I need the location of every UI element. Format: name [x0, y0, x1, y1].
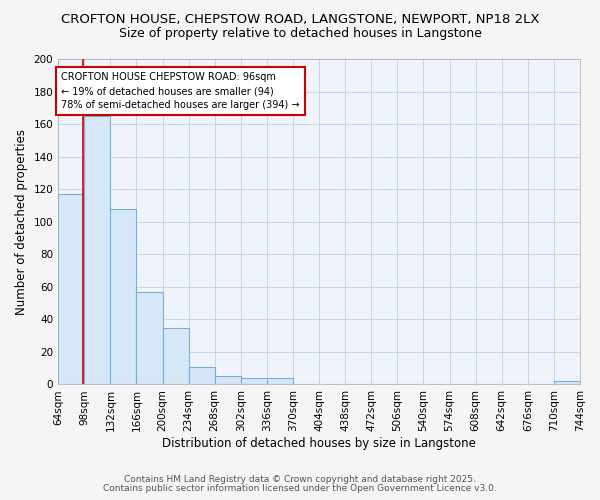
Bar: [188, 366, 215, 384]
Bar: [215, 376, 241, 384]
Text: Contains HM Land Registry data © Crown copyright and database right 2025.: Contains HM Land Registry data © Crown c…: [124, 475, 476, 484]
Text: CROFTON HOUSE CHEPSTOW ROAD: 96sqm
← 19% of detached houses are smaller (94)
78%: CROFTON HOUSE CHEPSTOW ROAD: 96sqm ← 19%…: [61, 72, 300, 110]
Text: CROFTON HOUSE, CHEPSTOW ROAD, LANGSTONE, NEWPORT, NP18 2LX: CROFTON HOUSE, CHEPSTOW ROAD, LANGSTONE,…: [61, 12, 539, 26]
Bar: [163, 328, 188, 384]
X-axis label: Distribution of detached houses by size in Langstone: Distribution of detached houses by size …: [162, 437, 476, 450]
Text: Size of property relative to detached houses in Langstone: Size of property relative to detached ho…: [119, 28, 481, 40]
Bar: [58, 194, 84, 384]
Bar: [267, 378, 293, 384]
Bar: [110, 208, 136, 384]
Bar: [241, 378, 267, 384]
Bar: [554, 381, 580, 384]
Bar: [84, 116, 110, 384]
Text: Contains public sector information licensed under the Open Government Licence v3: Contains public sector information licen…: [103, 484, 497, 493]
Y-axis label: Number of detached properties: Number of detached properties: [15, 128, 28, 314]
Bar: [136, 292, 163, 384]
